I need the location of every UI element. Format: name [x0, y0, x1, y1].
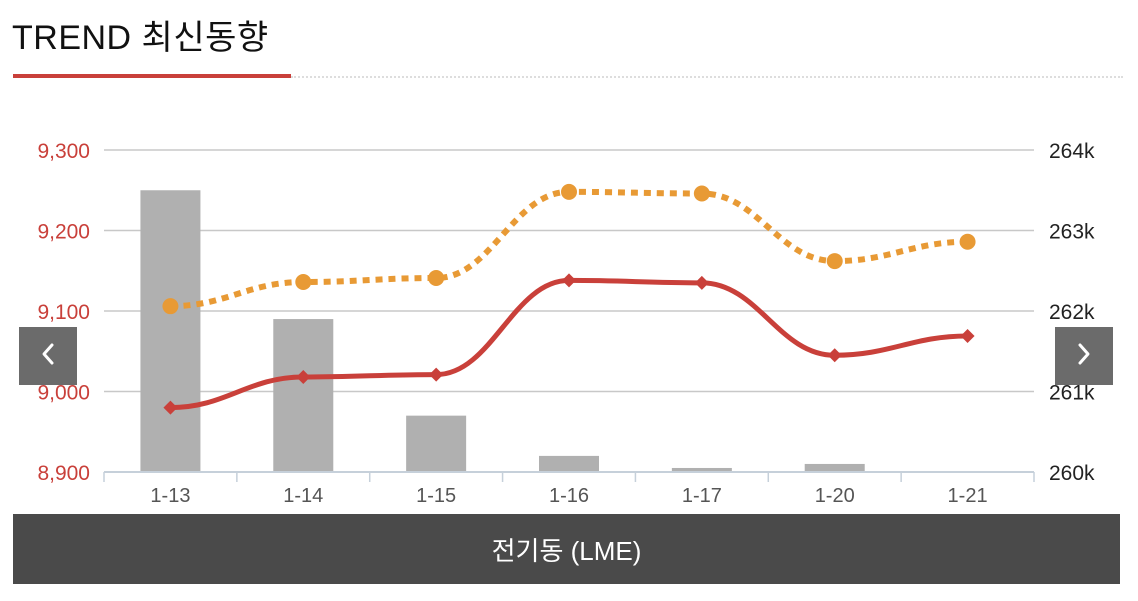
point-dotted-1-14 [295, 274, 312, 291]
point-dotted-1-13 [162, 298, 179, 315]
bar-1-16 [539, 455, 599, 472]
prev-button[interactable] [19, 327, 77, 385]
point-solid-1-13 [163, 400, 178, 415]
series-line-dotted [170, 188, 968, 310]
bar-1-20 [804, 463, 865, 472]
metal-label: 전기동 (LME) [491, 535, 642, 566]
point-dotted-1-21 [959, 233, 976, 250]
point-dotted-1-15 [428, 269, 445, 286]
bar-1-17 [671, 467, 732, 472]
point-solid-1-17 [694, 275, 709, 290]
point-dotted-1-16 [561, 183, 577, 200]
y-right-tick-label: 260k [1049, 462, 1095, 485]
y-right-tick-label: 261k [1049, 382, 1095, 405]
x-tick-label: 1-20 [815, 485, 855, 507]
point-solid-1-14 [296, 370, 311, 385]
y-right-tick-label: 264k [1049, 140, 1095, 163]
point-solid-1-16 [562, 273, 576, 288]
bar-1-14 [273, 319, 334, 472]
x-tick-label: 1-17 [682, 485, 722, 507]
point-dotted-1-20 [826, 253, 843, 270]
x-tick-label: 1-13 [150, 485, 190, 507]
chevron-left-icon [39, 342, 57, 371]
y-left-tick-label: 9,200 [37, 221, 90, 244]
point-solid-1-20 [827, 348, 842, 363]
y-left-tick-label: 8,900 [37, 462, 90, 485]
title-divider [291, 76, 1123, 78]
bar-1-15 [406, 415, 467, 472]
y-left-tick-label: 9,100 [37, 301, 90, 324]
x-tick-label: 1-14 [283, 485, 323, 507]
y-right-tick-label: 262k [1049, 301, 1095, 324]
y-left-tick-label: 9,300 [37, 140, 90, 163]
title-underline [13, 74, 291, 78]
x-tick-label: 1-15 [416, 485, 456, 507]
x-tick-label: 1-16 [549, 485, 589, 507]
point-solid-1-15 [429, 367, 444, 382]
x-tick-label: 1-21 [948, 485, 988, 507]
point-dotted-1-17 [693, 185, 710, 202]
next-button[interactable] [1055, 327, 1113, 385]
metal-label-bar[interactable]: 전기동 (LME) [13, 514, 1120, 584]
bar-1-13 [140, 190, 201, 472]
chevron-right-icon [1075, 342, 1093, 371]
point-solid-1-21 [960, 328, 975, 343]
y-left-tick-label: 9,000 [37, 382, 90, 405]
page-title: TREND 최신동향 [12, 19, 269, 57]
trend-header: TREND 최신동향 [12, 18, 269, 58]
y-right-tick-label: 263k [1049, 221, 1095, 244]
